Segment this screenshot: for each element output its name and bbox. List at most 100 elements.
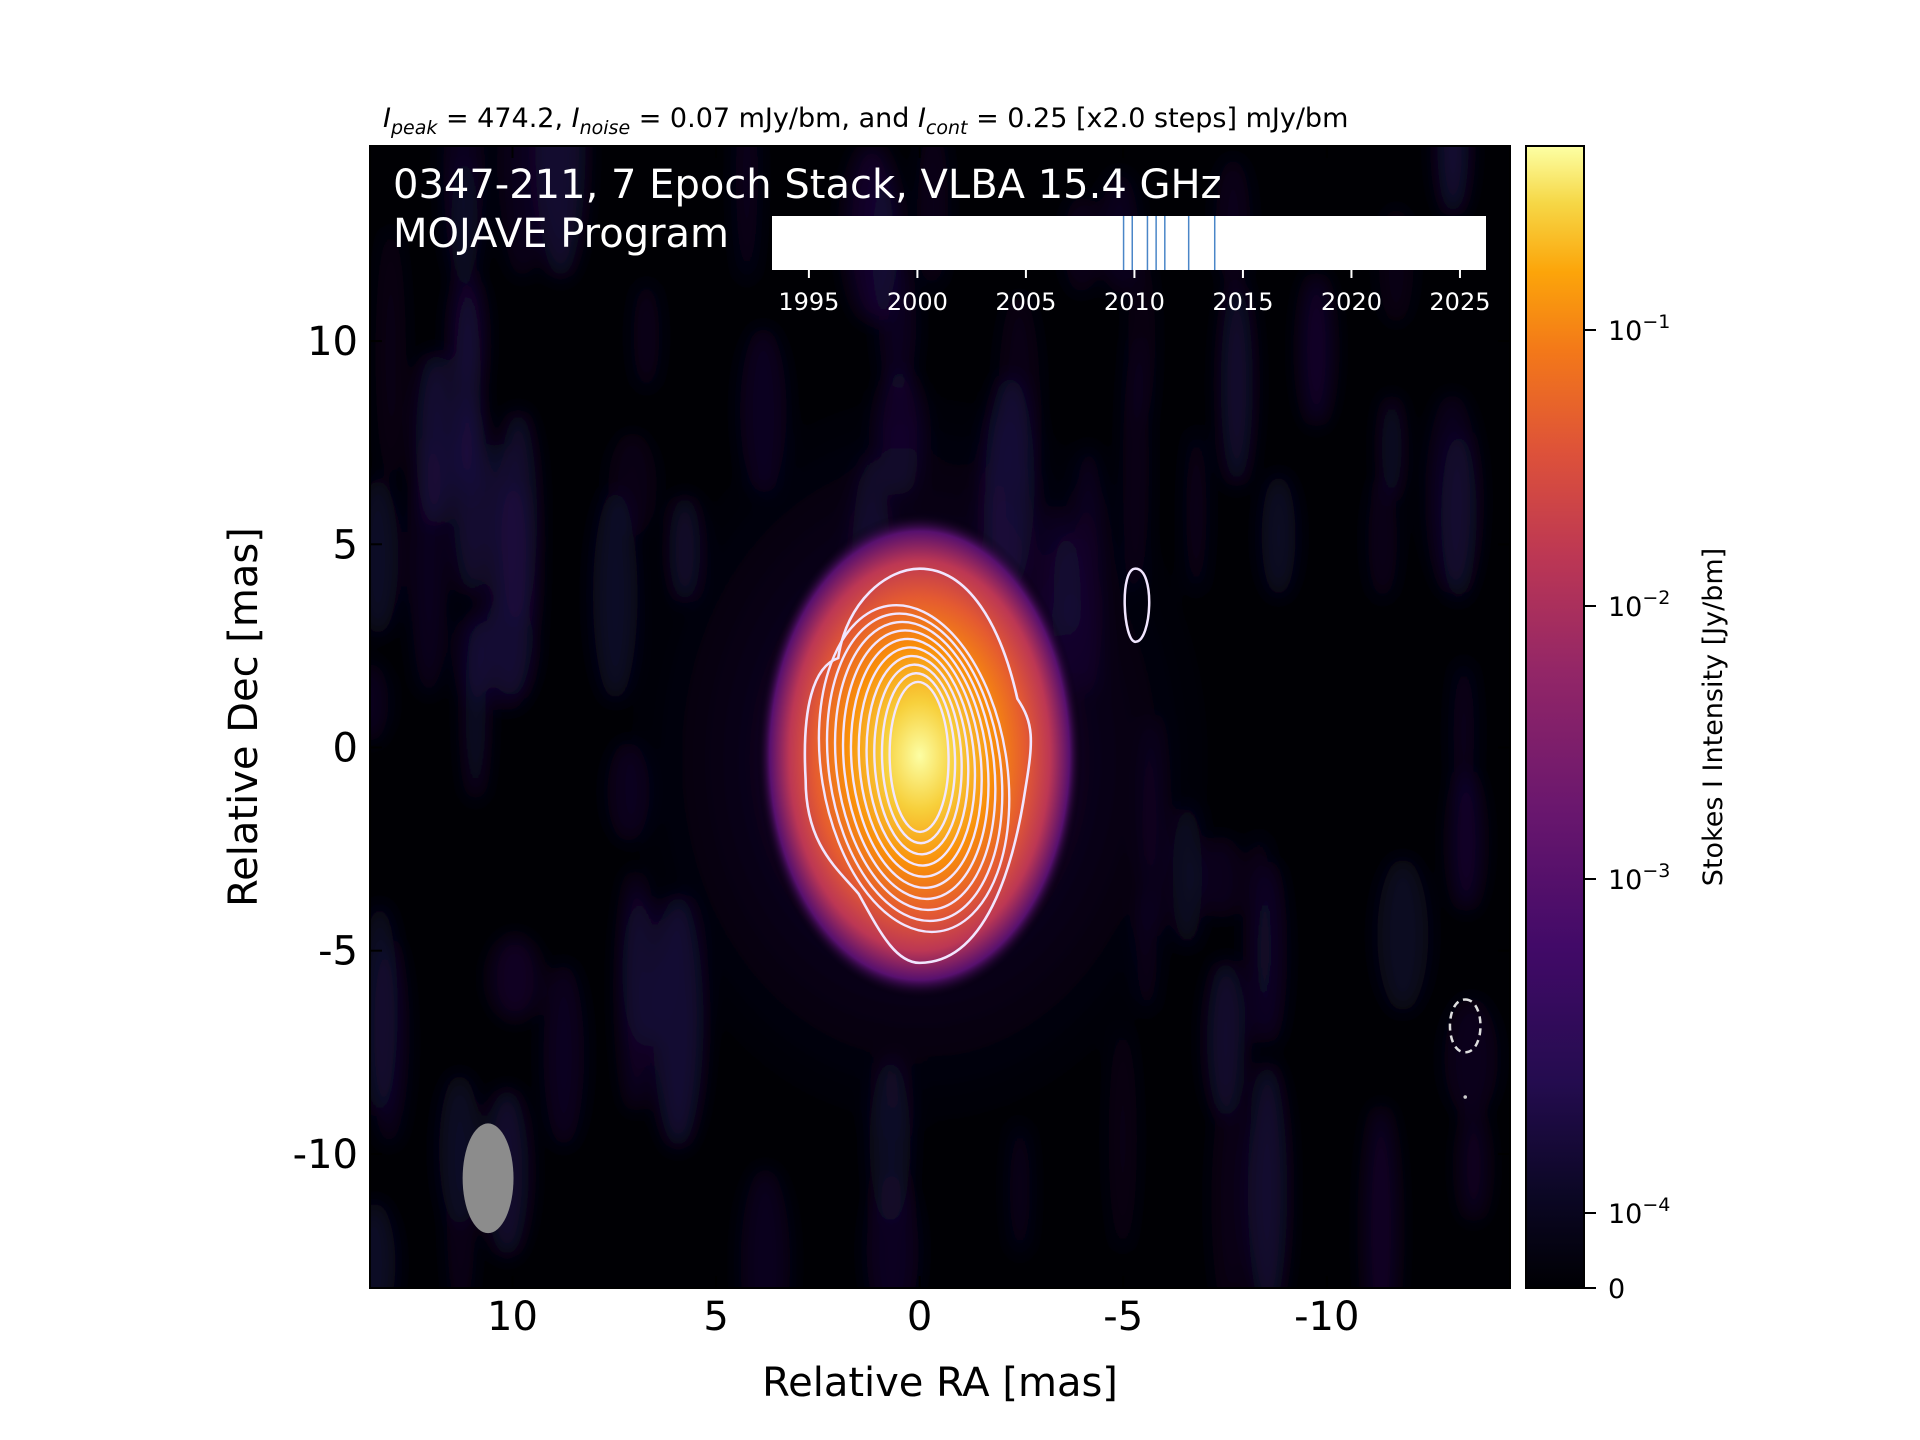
contour-level-6 (849, 637, 983, 890)
noise-blob (535, 146, 586, 279)
contour-level-7 (857, 646, 977, 878)
overlay-title-line2: MOJAVE Program (393, 211, 729, 257)
beam-ellipse (462, 1123, 514, 1234)
y-tick-label: 5 (333, 522, 358, 568)
x-tick-label: 0 (907, 1294, 932, 1340)
contour-level-3 (825, 612, 1004, 923)
plot-area: 0347-211, 7 Epoch Stack, VLBA 15.4 GHz M… (293, 145, 1511, 1340)
noise-blob (1368, 477, 1398, 602)
colorbar-gradient (1525, 145, 1585, 1289)
core-emission (756, 511, 1083, 1000)
overlay-title-line1: 0347-211, 7 Epoch Stack, VLBA 15.4 GHz (393, 162, 1222, 208)
colorbar-tick-label: 10−4 (1608, 1194, 1670, 1230)
contour-level-2 (817, 603, 1011, 934)
noise-blob (592, 489, 638, 702)
x-tick-label: -10 (1294, 1294, 1359, 1340)
contour-level-5 (841, 629, 990, 901)
noise-blob (608, 431, 657, 537)
epoch-timeline-box (772, 216, 1486, 270)
y-axis-label: Relative Dec [mas] (221, 527, 267, 907)
contour-level-1 (803, 567, 1033, 965)
noise-blob (1300, 272, 1333, 428)
x-tick-label: 5 (703, 1294, 728, 1340)
noise-blob (1108, 1024, 1137, 1254)
contour-level-8 (865, 654, 970, 867)
noise-blob (499, 409, 538, 626)
timeline-tick-label: 2000 (887, 288, 948, 316)
noise-blob (371, 940, 407, 1147)
noise-blob (1206, 959, 1245, 1120)
contour-level-9 (873, 663, 963, 856)
colorbar-tick-label: 10−2 (1608, 587, 1670, 623)
noise-blob (1426, 392, 1479, 593)
noise-blob (370, 662, 389, 743)
y-tick-label: 0 (333, 725, 358, 771)
colorbar-ticks: 10−1 10−2 10−3 10−4 0 (1584, 311, 1670, 1305)
colorbar-label: Stokes I Intensity [Jy/bm] (1698, 548, 1729, 886)
figure-title: Ipeak = 474.2, Inoise = 0.07 mJy/bm, and… (383, 103, 1348, 139)
noise-blob (446, 1084, 476, 1288)
noise-blob (1377, 857, 1429, 1013)
contour-level-11 (888, 680, 950, 834)
noise-blob (370, 1201, 396, 1288)
noise-blob (1211, 1084, 1248, 1288)
noise-blob (1185, 426, 1207, 597)
noise-blob (499, 146, 546, 279)
noise-blob (878, 257, 917, 393)
y-tick-label: -5 (318, 929, 358, 975)
colorbar-tick-label: 10−3 (1608, 860, 1670, 896)
timeline-tick-label: 1995 (778, 288, 839, 316)
noise-blob (633, 280, 660, 392)
x-ticks: 10 5 0 -5 -10 (487, 146, 1359, 1340)
contour-level-10 (880, 672, 957, 845)
noise-blob (735, 146, 758, 285)
noise-blob (451, 156, 478, 292)
noise-blob (1247, 1061, 1288, 1288)
noise-blob (375, 224, 407, 485)
epoch-lines (1122, 216, 1216, 270)
y-tick-label: -10 (293, 1132, 358, 1178)
x-tick-label: 10 (487, 1294, 538, 1340)
noise-blob (866, 1173, 919, 1288)
noise-blob (1381, 394, 1403, 502)
timeline-tick-label: 2025 (1429, 288, 1490, 316)
noise-blob (460, 495, 484, 602)
contour-set (803, 567, 1033, 965)
colorbar: 10−1 10−2 10−3 10−4 0 Stokes I Intensity [Jy… (1525, 145, 1729, 1305)
noise-blob (1453, 658, 1475, 809)
timeline-tick-label: 2015 (1212, 288, 1273, 316)
noise-blob (1459, 1110, 1488, 1223)
contour-negative (1448, 998, 1482, 1054)
noise-blob (1437, 146, 1469, 217)
noise-blob (1245, 831, 1273, 1043)
colorbar-tick-label: 0 (1608, 1274, 1625, 1305)
epoch-timeline: 1995 2000 2005 2010 2015 2020 2025 (772, 216, 1490, 316)
noise-blob (740, 1166, 791, 1288)
noise-blob (415, 351, 454, 528)
timeline-tick-label: 2005 (995, 288, 1056, 316)
noise-blob (1444, 997, 1498, 1119)
timeline-tick-label: 2020 (1321, 288, 1382, 316)
colorbar-tick-label: 10−1 (1608, 311, 1670, 347)
noise-blob (543, 961, 585, 1149)
contour-secondary (1123, 567, 1151, 644)
noise-blob (1450, 771, 1483, 912)
noise-blob (1220, 281, 1254, 488)
noise-blob (1364, 1103, 1398, 1288)
y-ticks: 10 5 0 -5 -10 (293, 319, 1510, 1178)
noise-blob (370, 477, 399, 637)
contour-level-4 (833, 620, 997, 912)
noise-blob (1261, 473, 1296, 599)
noise-blob (465, 620, 487, 802)
timeline-ticks: 1995 2000 2005 2010 2015 2020 2025 (778, 270, 1490, 316)
y-tick-label: 10 (307, 319, 358, 365)
noise-blob (1128, 251, 1156, 427)
plot-frame (369, 145, 1511, 1289)
x-tick-label: -5 (1103, 1294, 1143, 1340)
noise-blob (489, 935, 541, 1021)
contour-dot (1463, 1095, 1468, 1099)
x-axis-label: Relative RA [mas] (762, 1360, 1118, 1406)
timeline-tick-label: 2010 (1104, 288, 1165, 316)
noise-blob (1009, 1121, 1031, 1258)
